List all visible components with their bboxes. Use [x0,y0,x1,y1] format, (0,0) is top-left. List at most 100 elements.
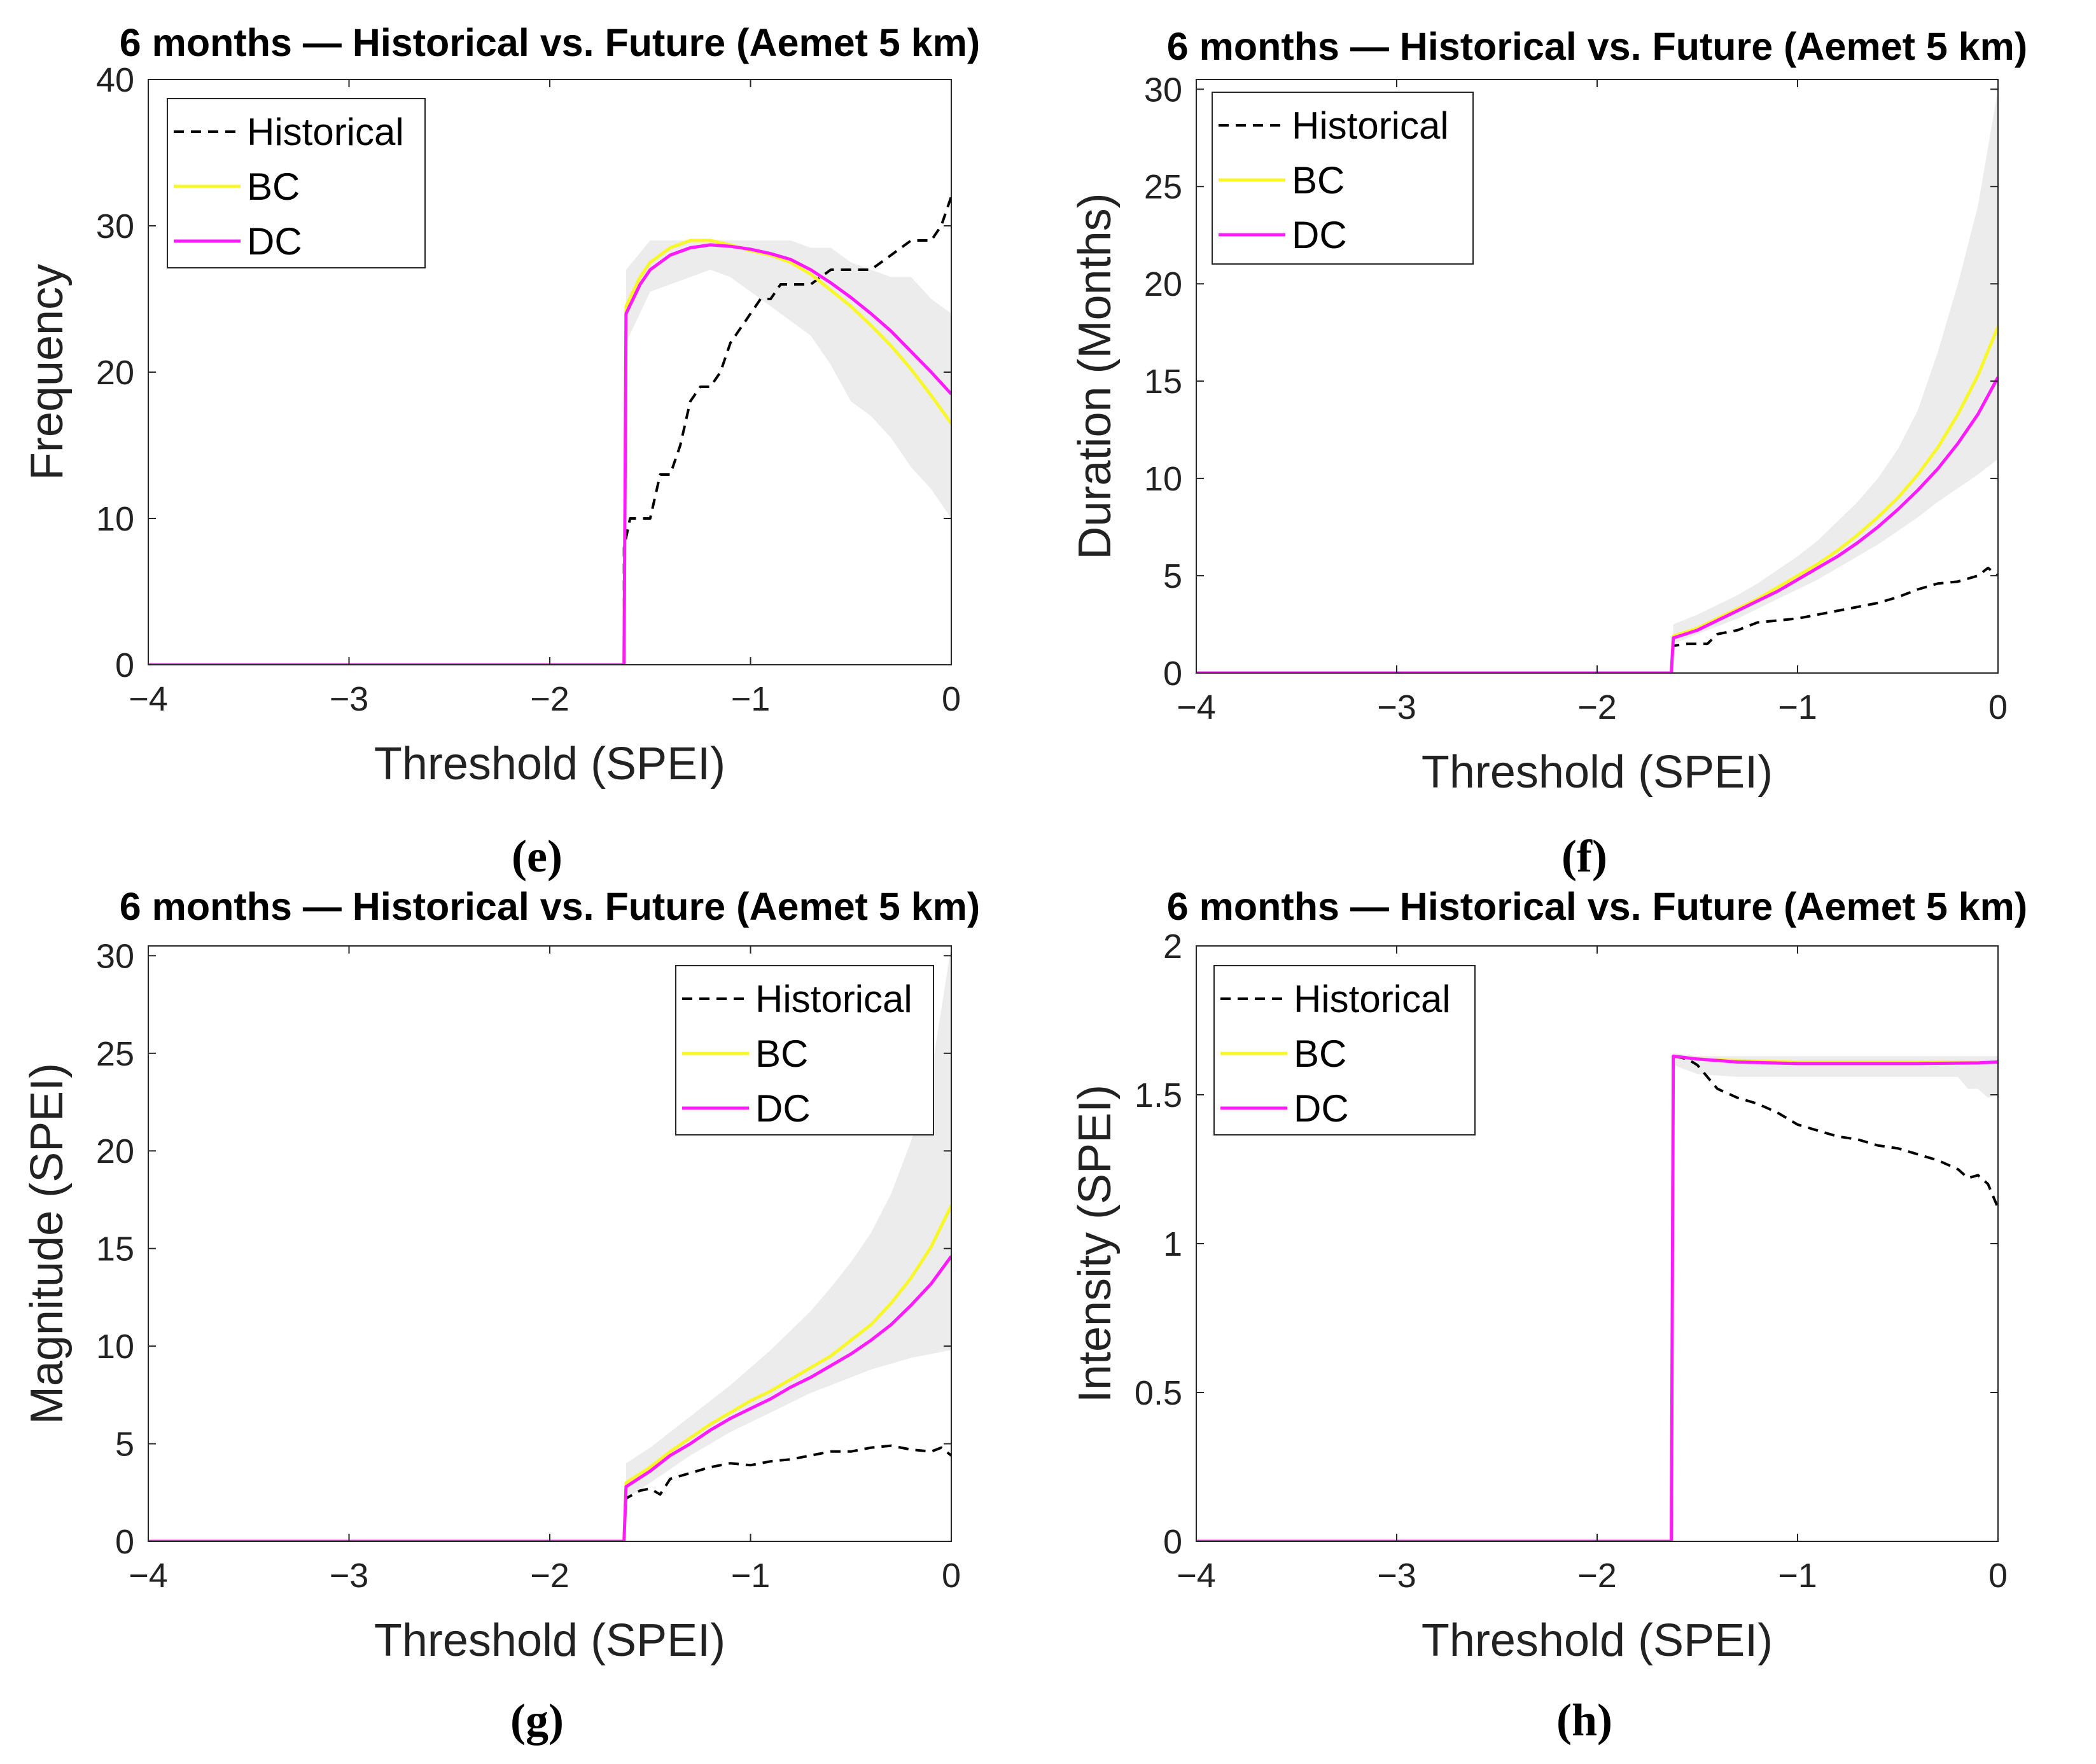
x-tick-label: −1 [1778,1557,1817,1595]
legend-label-bc: BC [1294,1032,1346,1075]
y-tick-label: 0 [1163,655,1182,693]
y-tick-label: 30 [96,207,134,246]
y-tick-label: 0 [115,1523,134,1561]
chart-panel-g: 6 months — Historical vs. Future (Aemet … [22,885,980,1746]
uncertainty-band [625,240,951,518]
plot-content [1196,89,1998,673]
y-axis-label: Duration (Months) [1070,193,1121,559]
y-tick-label: 15 [96,1230,134,1268]
x-tick-label: −2 [530,1557,569,1595]
series-line-dc [148,243,951,665]
y-tick-label: 20 [96,354,134,392]
series-line-bc [1196,326,1998,673]
panel-label: (h) [1556,1695,1612,1746]
series-line-dc [148,1255,951,1541]
panel-label-letter: f [1577,831,1593,882]
x-tick-label: −4 [1177,1557,1216,1595]
chart-title: 6 months — Historical vs. Future (Aemet … [120,885,980,928]
x-tick-label: −4 [1177,688,1216,726]
legend-label-historical: Historical [247,111,404,153]
legend-label-bc: BC [755,1032,808,1075]
chart-panel-e: 6 months — Historical vs. Future (Aemet … [22,21,980,882]
panel-label-letter: h [1572,1695,1597,1746]
panel-label-open: ( [1562,831,1577,882]
legend-label-dc: DC [755,1087,811,1130]
legend-label-bc: BC [247,165,300,208]
x-tick-label: −3 [1377,688,1416,726]
panel-label-open: ( [1556,1695,1572,1746]
x-tick-label: 0 [1988,1557,2008,1595]
uncertainty-band [1673,89,1998,644]
legend-label-historical: Historical [1294,978,1451,1020]
panel-label-close: ) [1592,831,1607,882]
y-tick-label: 10 [96,500,134,538]
y-tick-label: 25 [96,1035,134,1073]
x-tick-label: 0 [1988,688,2008,726]
y-tick-label: 30 [96,937,134,975]
chart-title: 6 months — Historical vs. Future (Aemet … [1167,25,2027,68]
x-tick-label: −3 [330,1557,369,1595]
x-tick-label: −1 [1778,688,1817,726]
plot-content [148,946,951,1541]
panel-label: (f) [1562,831,1607,882]
x-tick-label: −2 [1577,1557,1617,1595]
y-tick-label: 10 [1144,460,1182,498]
x-tick-label: −4 [129,680,168,718]
panel-label-letter: g [526,1695,548,1746]
x-tick-label: −1 [731,680,771,718]
chart-title: 6 months — Historical vs. Future (Aemet … [120,21,980,64]
chart-title: 6 months — Historical vs. Future (Aemet … [1167,885,2027,928]
legend-label-historical: Historical [1292,104,1449,147]
series-line-historical [1196,566,1998,673]
y-tick-label: 40 [96,61,134,99]
legend: Historical BC DC [167,98,426,268]
plot-content [1196,1053,1998,1541]
x-tick-label: −2 [530,680,569,718]
x-axis-label: Threshold (SPEI) [374,1615,725,1666]
y-tick-label: 15 [1144,363,1182,401]
legend-label-bc: BC [1292,159,1345,202]
y-tick-label: 1.5 [1135,1076,1182,1115]
panel-label-letter: e [527,831,547,882]
x-tick-label: −4 [129,1557,168,1595]
chart-panel-h: 6 months — Historical vs. Future (Aemet … [1070,885,2027,1746]
x-axis-label: Threshold (SPEI) [1422,1615,1773,1666]
panel-label: (g) [510,1695,564,1746]
series-line-historical [1196,1055,1998,1541]
plot-content [148,196,951,665]
y-tick-label: 25 [1144,168,1182,206]
x-tick-label: 0 [942,680,961,718]
x-tick-label: −3 [1377,1557,1416,1595]
series-line-dc [1196,376,1998,673]
y-tick-label: 30 [1144,71,1182,109]
legend: Historical BC DC [1213,965,1476,1135]
y-tick-label: 2 [1163,927,1182,966]
panel-label-close: ) [1597,1695,1612,1746]
panel-label-open: ( [510,1695,526,1746]
y-tick-label: 0.5 [1135,1374,1182,1412]
legend: Historical BC DC [675,965,934,1135]
y-tick-label: 20 [96,1132,134,1170]
y-tick-label: 1 [1163,1225,1182,1263]
y-axis-label: Frequency [22,264,73,480]
x-tick-label: −2 [1577,688,1617,726]
x-axis-label: Threshold (SPEI) [1422,747,1773,798]
legend-label-dc: DC [247,220,302,263]
x-tick-label: 0 [942,1557,961,1595]
legend-label-dc: DC [1292,214,1347,256]
panel-label: (e) [512,831,562,882]
y-tick-label: 20 [1144,265,1182,303]
uncertainty-band [625,946,951,1499]
series-line-historical [148,1444,951,1541]
y-axis-label: Intensity (SPEI) [1070,1085,1121,1403]
y-tick-label: 0 [1163,1523,1182,1561]
x-tick-label: −1 [731,1557,771,1595]
series-line-dc [1196,1054,1998,1541]
y-tick-label: 0 [115,646,134,684]
x-axis-label: Threshold (SPEI) [374,739,725,789]
legend-label-historical: Historical [755,978,912,1020]
panel-label-close: ) [547,831,562,882]
panel-label-open: ( [512,831,527,882]
legend-label-dc: DC [1294,1087,1349,1130]
